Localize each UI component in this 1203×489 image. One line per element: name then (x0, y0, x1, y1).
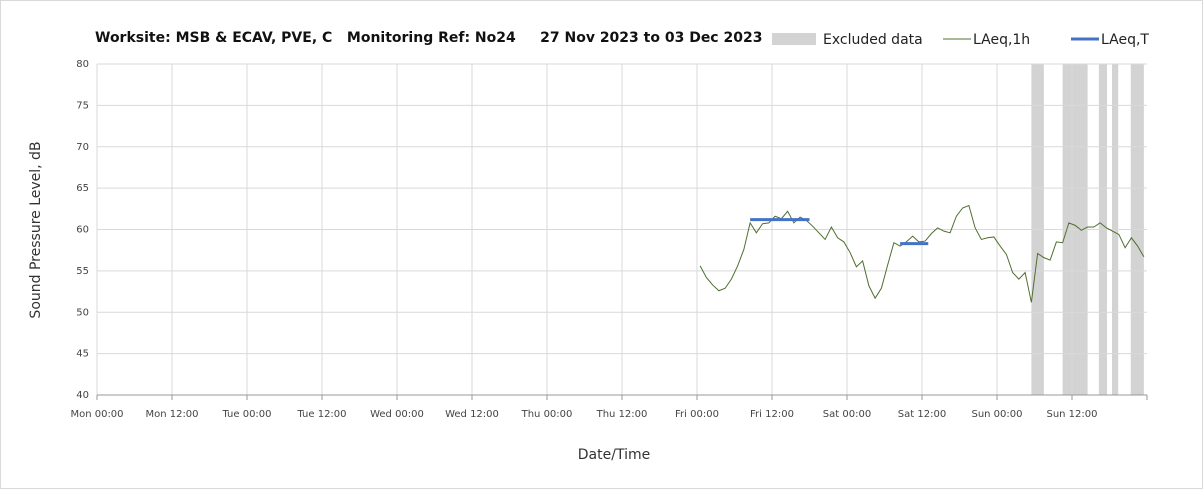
legend-label: LAeq,T (1101, 32, 1149, 48)
series-line (750, 218, 929, 246)
x-tick-label: Tue 12:00 (296, 409, 346, 420)
y-tick-label: 40 (76, 390, 89, 401)
y-tick-label: 75 (76, 100, 89, 111)
y-tick-label: 60 (76, 225, 89, 236)
x-tick-label: Sun 12:00 (1046, 409, 1097, 420)
legend-swatch (772, 33, 816, 45)
y-tick-label: 70 (76, 142, 89, 153)
y-tick-label: 45 (76, 349, 89, 360)
x-tick-label: Sun 00:00 (971, 409, 1022, 420)
x-tick-label: Fri 00:00 (675, 409, 719, 420)
y-tick-label: 80 (76, 59, 89, 70)
y-tick-label: 50 (76, 307, 89, 318)
y-tick-label: 65 (76, 183, 89, 194)
x-tick-label: Mon 12:00 (145, 409, 198, 420)
x-tick-label: Mon 00:00 (70, 409, 123, 420)
x-tick-label: Tue 00:00 (221, 409, 271, 420)
x-tick-label: Sat 00:00 (823, 409, 871, 420)
chart-title: Worksite: MSB & ECAV, PVE, C Monitoring … (95, 30, 762, 46)
x-tick-label: Wed 00:00 (370, 409, 424, 420)
x-tick-label: Sat 12:00 (898, 409, 946, 420)
x-tick-label: Fri 12:00 (750, 409, 794, 420)
y-tick-label: 55 (76, 266, 89, 277)
legend-label: LAeq,1h (973, 32, 1030, 48)
series-line (699, 204, 1145, 303)
x-tick-label: Thu 12:00 (596, 409, 648, 420)
x-tick-label: Wed 12:00 (445, 409, 499, 420)
x-tick-label: Thu 00:00 (521, 409, 573, 420)
y-axis-label: Sound Pressure Level, dB (28, 141, 44, 318)
legend-label: Excluded data (823, 32, 923, 48)
x-axis-label: Date/Time (578, 447, 650, 463)
